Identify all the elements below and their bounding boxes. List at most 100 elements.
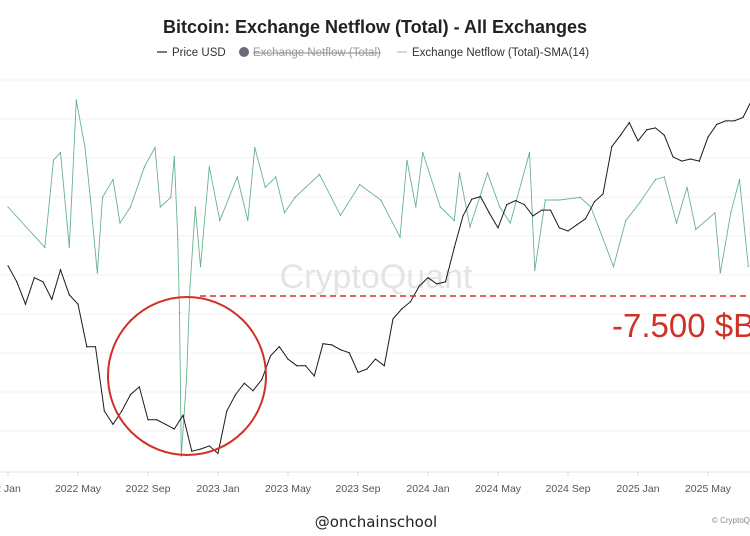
- sma-point: [509, 222, 511, 224]
- sma-point: [695, 228, 697, 231]
- price-point: [7, 265, 9, 267]
- sma-points: [7, 99, 749, 457]
- price-point: [129, 393, 132, 396]
- price-point: [103, 410, 105, 412]
- price-point: [374, 358, 377, 360]
- price-point: [77, 303, 79, 305]
- x-tick-label: 2022 May: [55, 483, 102, 495]
- price-point: [339, 349, 342, 351]
- price-point: [663, 134, 665, 136]
- x-tick-label: 2025 May: [685, 483, 732, 495]
- price-point: [619, 134, 622, 136]
- legend-label-price: Price USD: [172, 47, 226, 59]
- price-point: [147, 419, 149, 421]
- chart-title: Bitcoin: Exchange Netflow (Total) - All …: [163, 17, 587, 37]
- legend-swatch-netflow: [239, 47, 249, 57]
- sma-point: [119, 222, 121, 224]
- sma-point: [112, 178, 114, 181]
- price-point: [514, 199, 517, 202]
- sma-point: [219, 219, 221, 222]
- price-point: [742, 116, 744, 119]
- x-tick-label: 2024 Jan: [406, 483, 449, 495]
- price-point: [112, 423, 114, 425]
- legend-item-netflow[interactable]: Exchange Netflow (Total): [239, 47, 381, 59]
- price-point: [707, 136, 709, 138]
- sma-point: [59, 152, 62, 154]
- price-point: [567, 230, 569, 232]
- sma-point: [247, 219, 249, 222]
- price-point: [16, 281, 18, 283]
- x-tick-label: 2023 May: [265, 483, 312, 495]
- price-point: [156, 419, 158, 421]
- price-point: [698, 160, 700, 162]
- sma-point: [7, 206, 9, 208]
- sma-point: [579, 196, 581, 199]
- sma-point: [199, 265, 202, 268]
- price-point: [471, 198, 473, 200]
- price-point: [226, 410, 228, 412]
- price-point: [182, 414, 184, 416]
- sma-point: [275, 176, 277, 178]
- legend: Price USD Exchange Netflow (Total) Excha…: [157, 47, 589, 59]
- sma-point: [170, 196, 172, 199]
- sma-point: [422, 152, 424, 154]
- sma-point: [339, 214, 342, 216]
- threshold-label: -7.500 $BTC: [612, 307, 750, 344]
- sma-point: [544, 199, 546, 201]
- sma-point: [283, 212, 286, 214]
- price-point: [409, 301, 412, 303]
- legend-item-price[interactable]: Price USD: [157, 47, 226, 59]
- sma-point: [686, 186, 688, 188]
- copyright: © CryptoQuant: [712, 516, 750, 525]
- x-tick-label: 2024 May: [475, 483, 522, 495]
- price-point: [269, 355, 272, 357]
- price-point: [444, 281, 447, 283]
- price-point: [593, 201, 595, 203]
- x-tick-label: 2025 Jan: [616, 483, 659, 495]
- sma-point: [189, 286, 191, 288]
- price-points: [7, 116, 744, 454]
- price-point: [418, 285, 420, 287]
- price-point: [611, 146, 613, 148]
- legend-item-sma[interactable]: Exchange Netflow (Total)-SMA(14): [397, 47, 589, 59]
- sma-point: [264, 186, 266, 188]
- price-point: [532, 215, 534, 217]
- price-point: [357, 371, 359, 374]
- price-point: [199, 448, 202, 450]
- price-point: [497, 227, 499, 229]
- price-point: [584, 218, 587, 220]
- price-point: [576, 224, 578, 226]
- sma-point: [469, 226, 471, 228]
- sma-point: [714, 212, 716, 214]
- price-point: [506, 203, 508, 206]
- sma-point: [415, 206, 417, 208]
- sma-point: [486, 172, 489, 174]
- price-point: [217, 452, 219, 454]
- sma-point: [738, 178, 741, 181]
- sma-point: [318, 173, 321, 175]
- credit-handle: @onchainschool: [315, 513, 437, 531]
- sma-point: [178, 312, 181, 314]
- sma-point: [96, 272, 98, 274]
- price-point: [331, 344, 333, 346]
- price-point: [383, 365, 385, 367]
- price-point: [646, 129, 648, 131]
- price-point: [173, 428, 175, 430]
- sma-point: [254, 146, 256, 149]
- sma-point: [558, 199, 560, 201]
- price-point: [541, 209, 543, 211]
- price-point: [24, 303, 27, 305]
- sma-point: [84, 146, 86, 149]
- price-point: [322, 343, 324, 345]
- sma-point: [675, 222, 678, 224]
- price-point: [234, 393, 237, 396]
- sma-point: [44, 246, 46, 248]
- sma-point: [590, 206, 592, 208]
- sma-point: [380, 199, 382, 201]
- sma-point: [453, 219, 455, 222]
- sma-point: [75, 99, 77, 101]
- x-tick-label: 2023 Sep: [336, 483, 381, 495]
- sma-point: [101, 196, 104, 199]
- price-point: [628, 122, 630, 124]
